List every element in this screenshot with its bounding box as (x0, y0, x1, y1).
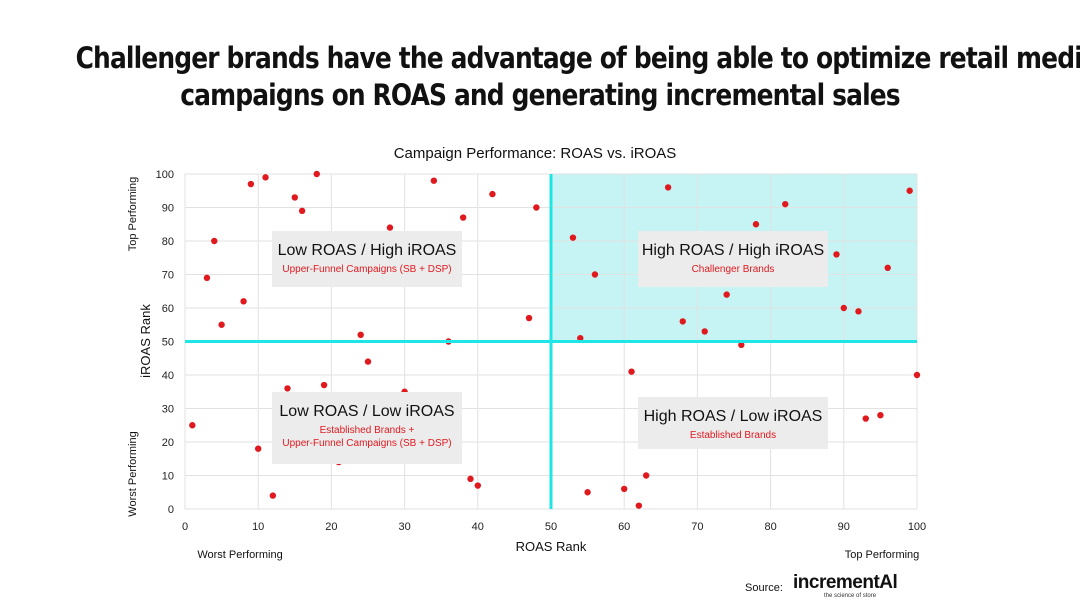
data-point (642, 472, 650, 479)
x-axis-high-label: Top Performing (845, 549, 920, 561)
quadrant-box-top-left (272, 231, 462, 287)
y-tick-label: 100 (156, 169, 174, 181)
x-tick-label: 80 (764, 521, 776, 533)
data-point (357, 331, 364, 338)
data-point (738, 341, 745, 349)
data-point (430, 177, 438, 184)
quadrant-subtitle-bottom-left: Upper-Funnel Campaigns (SB + DSP) (282, 438, 451, 449)
data-point (621, 485, 628, 493)
quadrant-subtitle-bottom-right: Established Brands (690, 430, 776, 441)
data-point (884, 264, 891, 271)
quadrant-box-bottom-left (272, 392, 462, 464)
chart-title: Campaign Performance: ROAS vs. iROAS (394, 145, 677, 162)
quadrant-title-top-left: Low ROAS / High iROAS (278, 242, 457, 259)
data-point (833, 251, 840, 258)
data-point (459, 214, 467, 221)
data-point (855, 308, 862, 315)
data-point (569, 234, 577, 241)
quadrant-title-top-right: High ROAS / High iROAS (642, 242, 824, 259)
quadrant-subtitle-top-right: Challenger Brands (692, 264, 775, 275)
x-tick-label: 0 (182, 521, 188, 533)
y-tick-label: 50 (162, 337, 174, 349)
data-point (635, 502, 643, 509)
x-tick-label: 30 (398, 521, 410, 533)
data-point (386, 224, 394, 231)
data-point (723, 291, 730, 298)
data-point (189, 422, 196, 429)
y-tick-label: 0 (168, 504, 174, 516)
x-axis-title: ROAS Rank (516, 539, 587, 554)
quadrant-title-bottom-left: Low ROAS / Low iROAS (279, 403, 454, 420)
data-point (247, 180, 255, 188)
x-tick-label: 100 (908, 521, 926, 533)
quadrant-title-bottom-right: High ROAS / Low iROAS (644, 408, 823, 425)
slide-title-line-2: campaigns on ROAS and generating increme… (180, 78, 900, 112)
y-tick-label: 40 (162, 370, 174, 382)
x-tick-label: 20 (325, 521, 337, 533)
x-tick-label: 90 (838, 521, 850, 533)
data-point (364, 358, 372, 365)
data-point (701, 328, 708, 335)
x-axis-low-label: Worst Performing (197, 549, 282, 561)
y-axis-high-label: Top Performing (127, 177, 139, 252)
data-point (489, 190, 496, 198)
slide-title: Challenger brands have the advantage of … (75, 40, 1080, 114)
data-point (840, 304, 847, 312)
data-point (211, 237, 218, 245)
data-point (913, 371, 921, 379)
data-point (628, 368, 635, 375)
x-tick-label: 10 (252, 521, 264, 533)
data-point (298, 207, 306, 215)
y-tick-label: 80 (162, 236, 174, 248)
y-tick-label: 60 (162, 303, 174, 315)
slide-title-line-1: Challenger brands have the advantage of … (75, 41, 1080, 75)
data-point (240, 298, 247, 305)
x-tick-label: 60 (618, 521, 630, 533)
data-point (269, 492, 277, 499)
data-point (533, 204, 540, 211)
x-tick-label: 70 (691, 521, 703, 533)
quadrant-subtitle-bottom-left: Established Brands + (320, 425, 415, 436)
y-tick-label: 90 (162, 203, 174, 215)
y-tick-label: 10 (162, 471, 174, 483)
incremental-logo: incrementAl (793, 572, 898, 593)
data-point (877, 412, 884, 419)
y-axis-low-label: Worst Performing (127, 431, 139, 516)
data-point (320, 381, 328, 389)
data-point (862, 415, 869, 422)
data-point (525, 314, 533, 322)
source-label: Source: (745, 582, 783, 594)
y-tick-label: 70 (162, 270, 174, 282)
y-tick-label: 30 (162, 404, 174, 416)
data-point (218, 321, 225, 328)
quadrant-box-bottom-right (638, 397, 828, 449)
quadrant-box-top-right (638, 231, 828, 287)
x-tick-label: 40 (472, 521, 484, 533)
data-point (591, 271, 599, 278)
quadrant-subtitle-top-left: Upper-Funnel Campaigns (SB + DSP) (282, 264, 451, 275)
data-point (782, 200, 789, 208)
data-point (203, 274, 211, 282)
data-point (664, 184, 672, 191)
data-point (906, 187, 913, 194)
data-point (313, 170, 320, 178)
data-point (577, 334, 584, 342)
data-point (291, 194, 298, 201)
logo-tagline: the science of store (824, 593, 877, 599)
data-point (262, 174, 269, 181)
x-tick-label: 50 (545, 521, 557, 533)
data-point (474, 482, 481, 489)
data-point (584, 489, 591, 496)
data-point (752, 221, 760, 228)
data-point (284, 385, 291, 392)
data-point (255, 445, 262, 452)
y-tick-label: 20 (162, 437, 174, 449)
data-point (679, 318, 686, 325)
data-point (467, 475, 474, 483)
y-axis-title: iROAS Rank (138, 304, 153, 378)
